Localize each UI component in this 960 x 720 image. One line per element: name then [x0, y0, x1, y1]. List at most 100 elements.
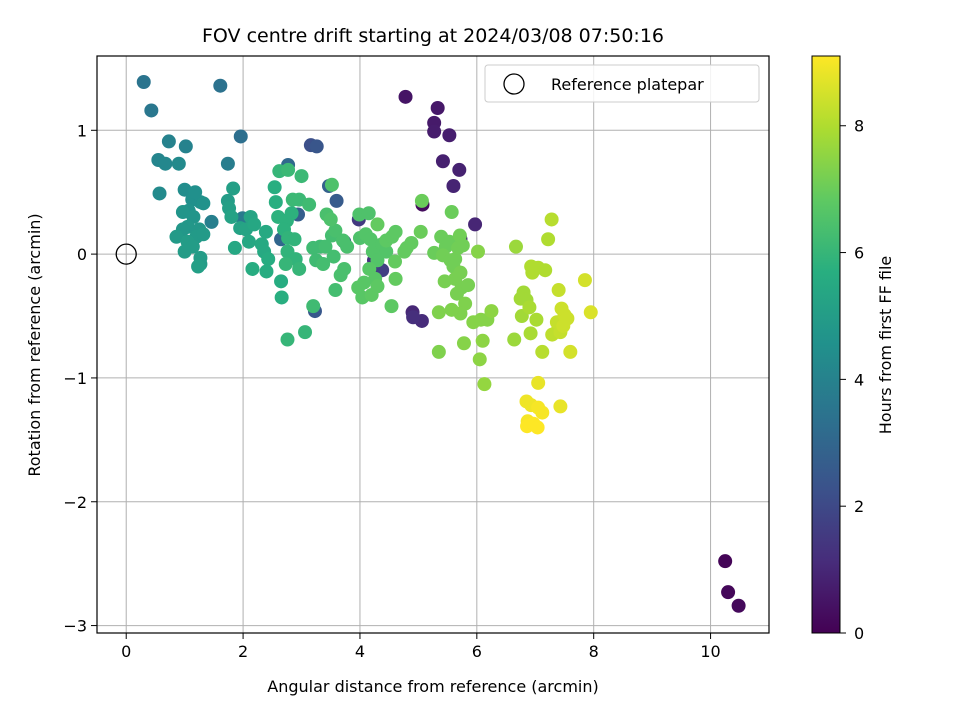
data-point: [220, 156, 235, 171]
data-point: [169, 229, 184, 244]
data-point: [583, 305, 598, 320]
data-point: [522, 300, 537, 315]
x-tick-label: 4: [355, 642, 365, 661]
data-point: [268, 195, 283, 210]
data-point: [171, 156, 186, 171]
colorbar-tick-label: 8: [854, 117, 864, 136]
data-point: [444, 205, 459, 220]
colorbar-label: Hours from first FF file: [876, 256, 895, 435]
data-point: [306, 299, 321, 314]
y-tick-label: 0: [77, 245, 87, 264]
data-point: [472, 352, 487, 367]
reference-platepar-marker: [115, 243, 137, 265]
data-point: [196, 196, 211, 211]
data-point: [477, 377, 492, 392]
data-point: [177, 244, 192, 259]
data-point: [196, 227, 211, 242]
data-point: [337, 261, 352, 276]
data-point: [324, 177, 339, 192]
data-point: [398, 89, 413, 104]
data-point: [538, 263, 553, 278]
data-point: [226, 181, 241, 196]
data-point: [553, 399, 568, 414]
data-point: [444, 302, 459, 317]
data-point: [406, 310, 421, 325]
x-tick-label: 8: [589, 642, 599, 661]
data-point: [484, 304, 499, 319]
x-tick-label: 2: [238, 642, 248, 661]
data-point: [292, 261, 307, 276]
legend-label: Reference platepar: [551, 75, 704, 94]
data-point: [508, 239, 523, 254]
data-point: [577, 273, 592, 288]
colorbar-gradient: [811, 55, 841, 634]
data-point: [309, 139, 324, 154]
data-point: [563, 344, 578, 359]
data-point: [507, 332, 522, 347]
data-point: [302, 197, 317, 212]
data-point: [544, 212, 559, 227]
x-axis-ticks: 0 2 4 6 8 10: [121, 633, 721, 661]
colorbar-ticks: 0 2 4 6 8: [840, 117, 864, 643]
y-tick-label: −3: [63, 617, 87, 636]
data-point: [287, 232, 302, 247]
colorbar-tick-label: 4: [854, 370, 864, 389]
data-point: [718, 554, 733, 569]
colorbar-tick-label: 2: [854, 497, 864, 516]
legend: Reference platepar: [484, 64, 760, 103]
plot-frame: [96, 55, 770, 634]
data-point: [523, 326, 538, 341]
data-point: [284, 206, 299, 221]
data-point: [413, 224, 428, 239]
data-point: [280, 332, 295, 347]
data-point: [452, 162, 467, 177]
data-point: [224, 209, 239, 224]
data-point: [191, 259, 206, 274]
data-point: [161, 134, 176, 149]
data-point: [379, 244, 394, 259]
data-point: [178, 139, 193, 154]
data-point: [531, 375, 546, 390]
data-point: [294, 169, 309, 184]
data-point: [175, 205, 190, 220]
data-point: [388, 271, 403, 286]
data-point: [318, 239, 333, 254]
data-point: [535, 405, 550, 420]
data-point: [529, 312, 544, 327]
colorbar: 0 2 4 6 8 Hours from first FF file: [811, 55, 895, 643]
data-point: [152, 186, 167, 201]
data-point: [177, 182, 192, 197]
data-point: [455, 238, 470, 253]
data-point: [326, 249, 341, 264]
data-point: [370, 279, 385, 294]
x-tick-label: 10: [700, 642, 720, 661]
data-point: [329, 193, 344, 208]
data-point: [475, 333, 490, 348]
y-tick-label: −2: [63, 493, 87, 512]
data-point: [274, 274, 289, 289]
data-point: [328, 283, 343, 298]
legend-box: [484, 64, 760, 103]
data-point: [446, 179, 461, 194]
y-axis-label: Rotation from reference (arcmin): [25, 213, 44, 476]
x-axis-label: Angular distance from reference (arcmin): [267, 677, 598, 696]
data-point: [384, 299, 399, 314]
y-tick-label: 1: [77, 121, 87, 140]
y-axis-ticks: −3 −2 −1 0 1: [63, 121, 97, 636]
data-point: [721, 585, 736, 600]
data-point: [233, 129, 248, 144]
data-point: [361, 206, 376, 221]
data-point: [427, 124, 442, 139]
data-point: [404, 235, 419, 250]
colorbar-tick-label: 0: [854, 624, 864, 643]
chart-title: FOV centre drift starting at 2024/03/08 …: [202, 25, 664, 47]
data-point: [437, 274, 452, 289]
data-point: [274, 290, 289, 305]
data-point: [461, 278, 476, 293]
data-point: [188, 185, 203, 200]
x-tick-label: 0: [121, 642, 131, 661]
data-point: [245, 261, 260, 276]
data-point: [227, 240, 242, 255]
data-point: [414, 193, 429, 208]
